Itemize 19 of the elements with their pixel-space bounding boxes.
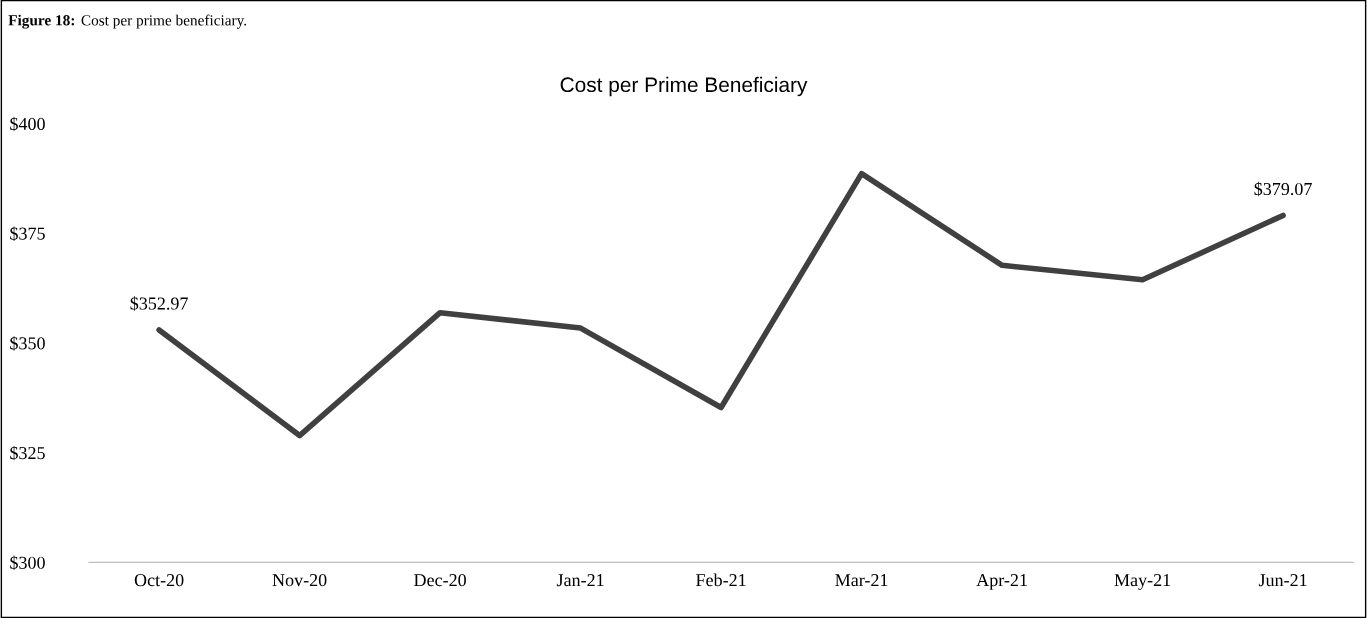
y-tick-label: $300 xyxy=(10,555,45,571)
data-label: $352.97 xyxy=(130,296,188,311)
x-tick-label: Dec-20 xyxy=(414,574,466,587)
x-tick-label: Jun-21 xyxy=(1258,574,1307,587)
x-tick-label: Apr-21 xyxy=(976,574,1027,590)
text: Cost per prime beneficiary. xyxy=(81,14,247,29)
y-tick-label: $325 xyxy=(10,445,45,461)
x-tick-label: Mar-21 xyxy=(835,574,888,587)
x-tick-label: Nov-20 xyxy=(272,574,327,587)
x-tick-label: Feb-21 xyxy=(696,573,746,587)
x-tick-label: Oct-20 xyxy=(134,574,184,587)
y-tick-label: $350 xyxy=(10,336,45,351)
caption: Figure 18: xyxy=(8,14,75,29)
x-tick-label: Jan-21 xyxy=(556,574,604,587)
y-tick-label: $375 xyxy=(10,226,45,241)
y-tick-label: $400 xyxy=(10,116,45,132)
x-tick-label: May-21 xyxy=(1114,574,1171,590)
data-label: $379.07 xyxy=(1254,181,1312,197)
chart-title: Cost per Prime Beneficiary xyxy=(560,76,808,97)
